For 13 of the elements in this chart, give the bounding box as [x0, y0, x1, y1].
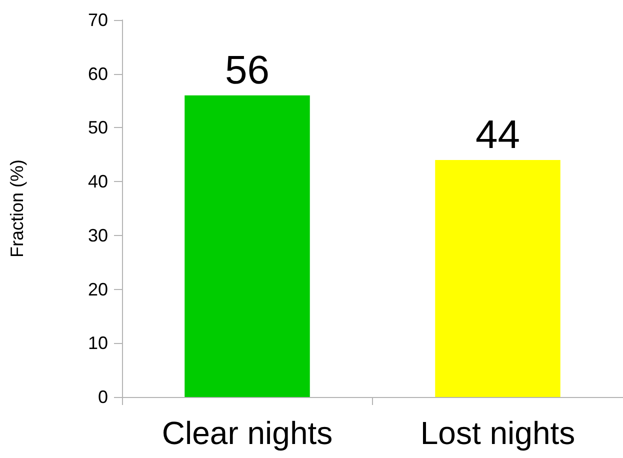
y-tick-label: 70	[88, 10, 108, 30]
data-label: 44	[476, 113, 520, 158]
y-tick-label: 20	[88, 279, 108, 300]
data-label: 56	[225, 48, 270, 92]
y-tick-label: 50	[88, 118, 108, 138]
y-tick-label: 10	[88, 333, 108, 354]
y-axis-title: Fraction (%)	[7, 159, 27, 258]
x-tick-label: Lost nights	[420, 415, 576, 451]
y-tick-label: 30	[88, 225, 108, 246]
y-tick-label: 60	[88, 64, 108, 84]
x-tick-label: Clear nights	[162, 415, 333, 451]
y-tick-label: 0	[98, 387, 108, 407]
y-tick-label: 40	[88, 172, 108, 192]
